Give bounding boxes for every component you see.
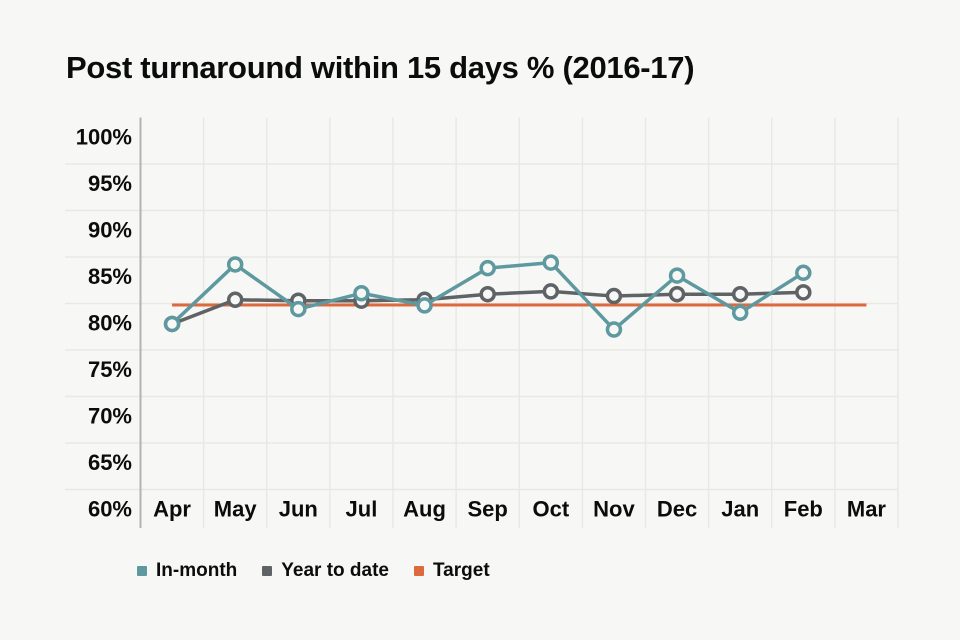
- in-month-point: [163, 315, 181, 333]
- year-to-date-point: [226, 291, 244, 309]
- chart-title: Post turnaround within 15 days % (2016-1…: [66, 50, 695, 85]
- in-month-point: [795, 264, 812, 282]
- y-axis-label: 100%: [76, 125, 132, 150]
- x-axis-label: Oct: [532, 497, 569, 522]
- in-month-point: [416, 297, 433, 314]
- in-month-point: [605, 321, 623, 338]
- y-axis-label: 70%: [88, 404, 132, 429]
- in-month-point: [226, 256, 244, 273]
- y-axis-label: 65%: [88, 450, 132, 475]
- x-axis-label: Mar: [847, 497, 887, 522]
- legend-label-target: Target: [432, 560, 490, 581]
- legend-label-year-to-date: Year to date: [281, 560, 389, 581]
- chart-legend: In-month Year to date Target: [137, 560, 490, 582]
- y-axis-label: 95%: [88, 171, 132, 196]
- in-month-point: [668, 267, 686, 284]
- x-axis-label: Jan: [721, 497, 759, 522]
- x-axis-label: Nov: [593, 497, 635, 522]
- in-month-point: [731, 304, 749, 322]
- x-axis-label: May: [214, 497, 258, 522]
- legend-item-target: Target: [413, 560, 490, 582]
- x-axis-label: Jul: [346, 497, 378, 522]
- legend-label-in-month: In-month: [156, 560, 238, 581]
- year-to-date-point: [731, 285, 749, 303]
- y-axis-label: 90%: [88, 218, 132, 243]
- x-axis-label: Aug: [403, 497, 446, 522]
- year-to-date-point: [668, 285, 686, 303]
- legend-item-year-to-date: Year to date: [262, 560, 389, 582]
- in-month-point: [479, 259, 496, 277]
- year-to-date-point: [479, 285, 496, 303]
- x-axis-label: Feb: [784, 497, 823, 522]
- x-axis-label: Sep: [468, 497, 508, 522]
- in-month-point: [290, 300, 307, 318]
- year-to-date-point: [605, 287, 623, 305]
- x-axis-label: Apr: [153, 497, 191, 522]
- year-to-date-point: [795, 284, 812, 301]
- y-axis-label: 85%: [88, 264, 132, 289]
- y-axis-label: 75%: [88, 357, 132, 382]
- target-swatch-icon: [413, 566, 424, 576]
- legend-item-in-month: In-month: [137, 560, 237, 582]
- year-to-date-point: [542, 283, 560, 300]
- in-month-point: [542, 254, 560, 271]
- in-month-point: [353, 285, 370, 302]
- y-axis-label: 60%: [88, 497, 132, 522]
- x-axis-label: Dec: [657, 497, 697, 522]
- in-month-swatch-icon: [137, 566, 147, 576]
- year-to-date-swatch-icon: [262, 566, 273, 576]
- y-axis-label: 80%: [88, 311, 132, 336]
- x-axis-label: Jun: [279, 497, 318, 522]
